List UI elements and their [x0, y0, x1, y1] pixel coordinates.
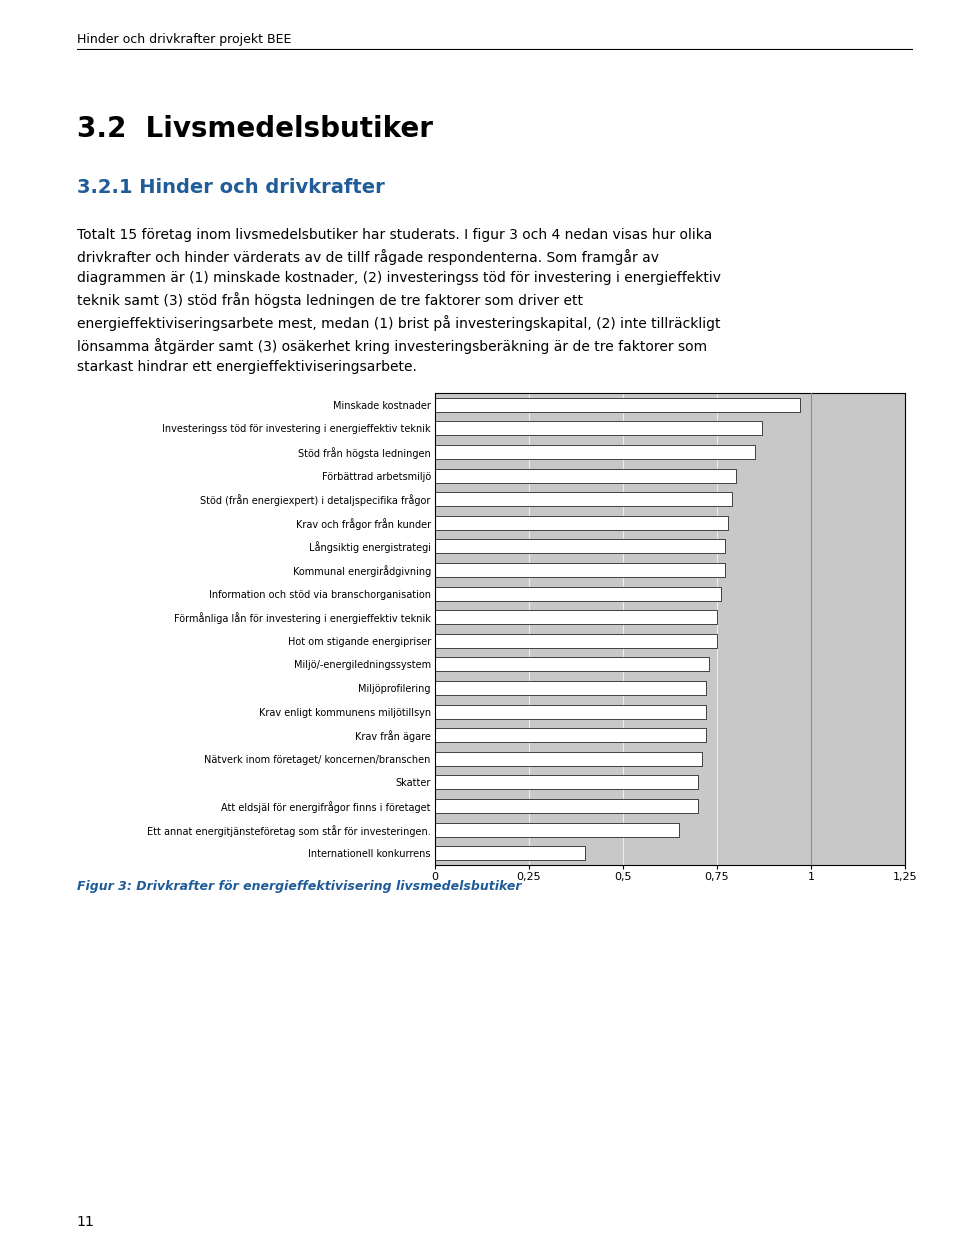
Text: 3.2  Livsmedelsbutiker: 3.2 Livsmedelsbutiker	[77, 115, 433, 143]
Bar	[435, 540, 725, 553]
Text: Totalt 15 företag inom livsmedelsbutiker har studerats. I figur 3 och 4 nedan vi: Totalt 15 företag inom livsmedelsbutiker…	[77, 228, 721, 375]
Bar	[435, 728, 706, 742]
Bar	[435, 799, 698, 813]
Bar	[435, 681, 706, 695]
Bar	[435, 469, 735, 483]
Bar	[435, 422, 762, 436]
Bar	[435, 705, 706, 719]
Bar	[435, 446, 755, 459]
Bar	[435, 563, 725, 577]
Bar	[435, 752, 702, 766]
Text: Figur 3: Drivkrafter för energieffektivisering livsmedelsbutiker: Figur 3: Drivkrafter för energieffektivi…	[77, 880, 521, 894]
Bar	[435, 611, 717, 624]
Bar	[435, 634, 717, 648]
Bar	[435, 397, 800, 412]
Bar	[435, 776, 698, 789]
Bar	[435, 493, 732, 506]
Bar	[435, 658, 709, 671]
Bar	[435, 587, 721, 601]
Text: Hinder och drivkrafter projekt BEE: Hinder och drivkrafter projekt BEE	[77, 34, 291, 46]
Bar	[435, 516, 729, 530]
Text: 11: 11	[77, 1215, 94, 1229]
Bar	[435, 846, 586, 860]
Bar	[435, 823, 680, 836]
Text: 3.2.1 Hinder och drivkrafter: 3.2.1 Hinder och drivkrafter	[77, 177, 385, 197]
